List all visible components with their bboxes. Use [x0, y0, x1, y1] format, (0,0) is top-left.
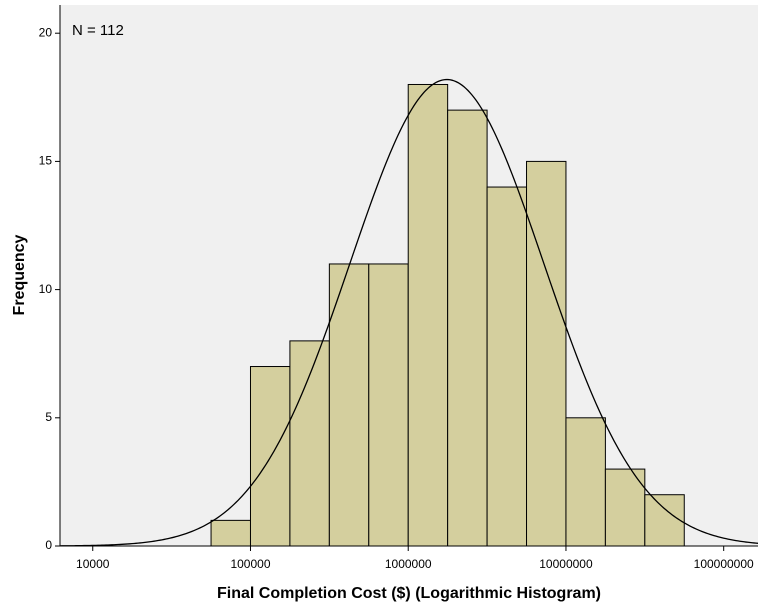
y-tick-label: 15 — [39, 154, 53, 168]
bar — [328, 263, 370, 547]
bar — [447, 109, 488, 547]
x-tick-label: 10000000 — [539, 557, 593, 571]
bar — [486, 186, 528, 547]
bar — [368, 263, 409, 547]
bar — [526, 160, 567, 547]
x-tick-label: 1000000 — [385, 557, 432, 571]
bar — [249, 366, 291, 547]
y-axis-label: Frequency — [11, 234, 28, 315]
bar — [210, 519, 251, 547]
y-tick-label: 0 — [45, 538, 52, 552]
bar — [604, 468, 646, 547]
x-tick-label: 100000 — [230, 557, 270, 571]
bar — [289, 340, 330, 547]
x-tick-label: 100000000 — [694, 557, 754, 571]
annotation: N = 112 — [72, 22, 124, 39]
y-tick-label: 20 — [39, 25, 53, 39]
y-tick-label: 5 — [45, 410, 52, 424]
normal-curve — [59, 78, 758, 547]
bar — [565, 417, 606, 547]
y-tick-label: 10 — [39, 282, 53, 296]
bar — [407, 83, 449, 547]
bar — [644, 494, 685, 547]
x-axis-label: Final Completion Cost ($) (Logarithmic H… — [217, 585, 601, 602]
x-tick-label: 10000 — [76, 557, 110, 571]
